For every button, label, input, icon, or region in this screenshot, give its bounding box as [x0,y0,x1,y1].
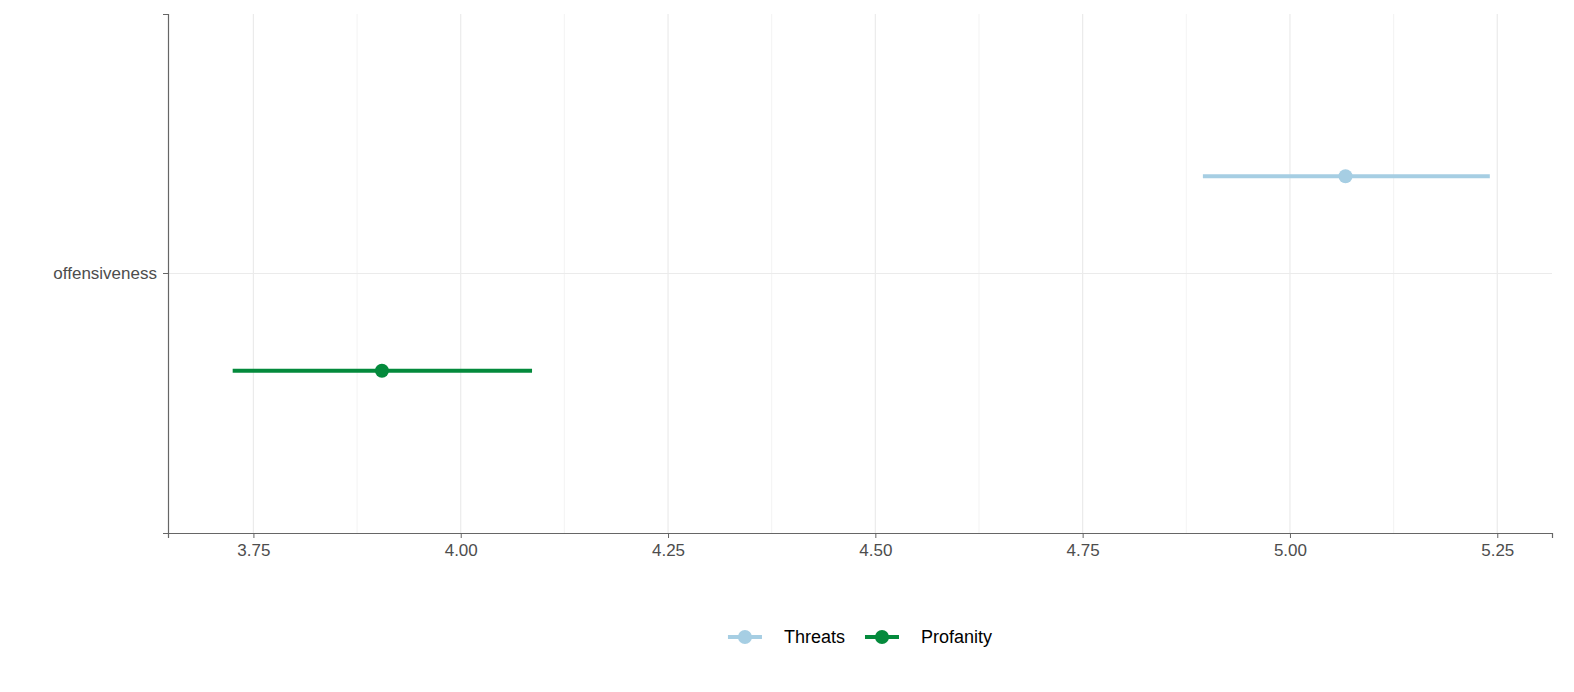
tick: 3.75 [237,533,270,560]
axis-line [163,15,169,534]
legend: Threats Profanity [728,627,992,647]
tick-mark [1290,533,1291,538]
axis-line [169,534,1553,539]
tick-mark [875,533,876,538]
tick-mark [1497,533,1498,538]
grid [168,14,1552,533]
tick-label: 4.75 [1067,541,1100,560]
tick-label: 3.75 [237,541,270,560]
tick-label: offensiveness [53,264,157,283]
legend-item: Threats [728,627,845,647]
marks [233,169,1490,378]
series [1203,169,1490,183]
tick-mark [461,533,462,538]
tick-label: 4.25 [652,541,685,560]
tick: 4.75 [1067,533,1100,560]
tick-label: 5.25 [1481,541,1514,560]
chart: 3.75 4.00 4.25 4.50 4.75 5.00 5.25 offensivenes… [0,0,1574,692]
legend-label: Profanity [921,627,992,647]
legend-label: Threats [784,627,845,647]
grid-line [168,273,1552,274]
tick: 4.00 [445,533,478,560]
plot: 3.75 4.00 4.25 4.50 4.75 5.00 5.25 offensivenes… [53,14,1552,560]
point [375,364,389,378]
y-axis: offensiveness [53,15,168,534]
legend-item: Profanity [865,627,992,647]
legend-key-point [875,630,889,644]
tick: 4.25 [652,533,685,560]
tick-label: 4.50 [859,541,892,560]
tick: 5.25 [1481,533,1514,560]
tick-mark [163,273,168,274]
tick: 5.00 [1274,533,1307,560]
legend-key-point [738,630,752,644]
tick-mark [1083,533,1084,538]
tick-mark [668,533,669,538]
point [1339,169,1353,183]
tick-label: 5.00 [1274,541,1307,560]
tick: offensiveness [53,264,168,283]
series [233,364,532,378]
x-axis: 3.75 4.00 4.25 4.50 4.75 5.00 5.25 [169,533,1553,560]
tick: 4.50 [859,533,892,560]
tick-mark [253,533,254,538]
tick-label: 4.00 [445,541,478,560]
